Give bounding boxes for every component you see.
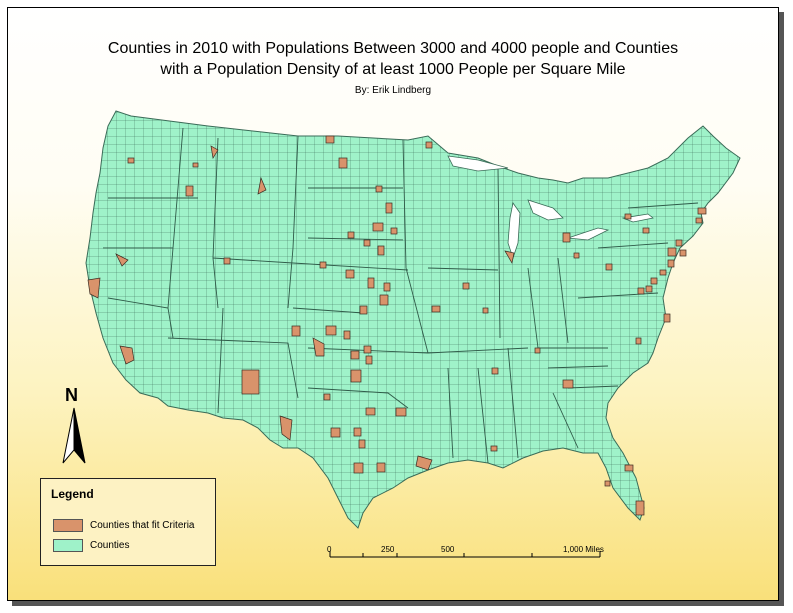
criteria-county — [376, 462, 386, 473]
criteria-county — [87, 277, 101, 299]
criteria-county — [490, 445, 498, 452]
criteria-swatch — [53, 519, 83, 532]
map-title-line-2: with a Population Density of at least 10… — [160, 61, 626, 78]
criteria-county — [257, 176, 267, 195]
legend-item-label: Counties that fit Criteria — [90, 520, 195, 531]
criteria-county — [223, 257, 231, 265]
criteria-county — [363, 345, 372, 354]
criteria-county — [635, 500, 645, 516]
criteria-county — [395, 407, 407, 417]
criteria-county — [115, 253, 129, 267]
criteria-county — [365, 355, 373, 365]
great-lakes — [447, 155, 654, 260]
criteria-county — [363, 239, 371, 247]
criteria-county — [663, 313, 671, 323]
criteria-county — [291, 325, 301, 337]
criteria-county — [562, 379, 574, 389]
criteria-county — [385, 202, 393, 214]
criteria-county — [379, 294, 389, 306]
criteria-county — [185, 185, 194, 197]
criteria-county — [667, 247, 677, 257]
criteria-county — [425, 141, 433, 149]
criteria-county — [491, 367, 499, 375]
criteria-county — [667, 259, 675, 268]
criteria-county — [345, 269, 355, 279]
state-boundaries — [103, 127, 699, 464]
counties-swatch — [53, 539, 83, 552]
criteria-county — [353, 462, 364, 474]
criteria-county — [504, 250, 515, 264]
criteria-county — [119, 345, 135, 365]
criteria-county — [675, 239, 683, 247]
criteria-county — [192, 162, 199, 168]
criteria-county — [624, 213, 632, 220]
scale-label-1000-miles: 1,000 Miles — [563, 545, 604, 554]
criteria-county — [573, 252, 580, 259]
criteria-county — [462, 282, 470, 290]
criteria-county — [377, 245, 385, 256]
criteria-county — [431, 305, 441, 313]
criteria-county — [390, 227, 398, 235]
criteria-county — [365, 407, 376, 416]
criteria-county — [605, 263, 613, 271]
criteria-county — [359, 305, 368, 315]
criteria-county — [241, 369, 260, 395]
criteria-county — [642, 227, 650, 234]
criteria-county — [350, 369, 362, 383]
criteria-county — [372, 222, 384, 232]
criteria-county — [325, 135, 335, 144]
us-county-map — [62, 110, 741, 558]
scale-label-250: 250 — [381, 545, 395, 554]
criteria-county — [279, 415, 293, 441]
legend-item-label: Counties — [90, 540, 130, 551]
map-title-line-1: Counties in 2010 with Populations Betwee… — [107, 40, 679, 57]
criteria-county — [679, 249, 687, 257]
criteria-county — [353, 427, 362, 437]
north-arrow-label: N — [65, 385, 78, 405]
north-arrow-icon — [62, 407, 86, 464]
criteria-county — [695, 217, 703, 224]
us-landmass — [85, 110, 741, 529]
criteria-county — [415, 455, 433, 471]
legend-title: Legend — [51, 487, 94, 501]
criteria-county — [312, 337, 325, 357]
scale-bar — [329, 551, 601, 558]
criteria-county — [645, 285, 653, 293]
criteria-county — [343, 330, 351, 340]
criteria-county — [325, 325, 337, 336]
criteria-county — [319, 261, 327, 269]
criteria-county — [350, 350, 360, 360]
criteria-county — [347, 231, 355, 239]
criteria-county — [338, 157, 348, 169]
map-author: By: Erik Lindberg — [354, 85, 432, 96]
scale-label-500: 500 — [441, 545, 455, 554]
criteria-county — [367, 277, 375, 289]
map-legend: Legend Counties that fit Criteria Counti… — [40, 478, 216, 566]
criteria-county — [637, 287, 645, 295]
criteria-county — [375, 185, 383, 193]
criteria-county — [210, 145, 219, 159]
criteria-county — [624, 464, 634, 472]
criteria-county — [127, 157, 135, 164]
map-layout-page: Counties in 2010 with Populations Betwee… — [7, 7, 779, 601]
criteria-county — [635, 337, 642, 345]
criteria-counties — [87, 135, 707, 516]
criteria-county — [604, 480, 611, 487]
criteria-county — [562, 232, 571, 243]
criteria-county — [323, 393, 331, 401]
criteria-county — [650, 277, 658, 285]
criteria-county — [482, 307, 489, 314]
criteria-county — [383, 282, 391, 292]
criteria-county — [659, 269, 667, 276]
criteria-county — [534, 347, 541, 354]
criteria-county — [358, 439, 366, 449]
criteria-county — [330, 427, 341, 438]
criteria-county — [697, 207, 707, 215]
scale-label-0: 0 — [327, 545, 332, 554]
